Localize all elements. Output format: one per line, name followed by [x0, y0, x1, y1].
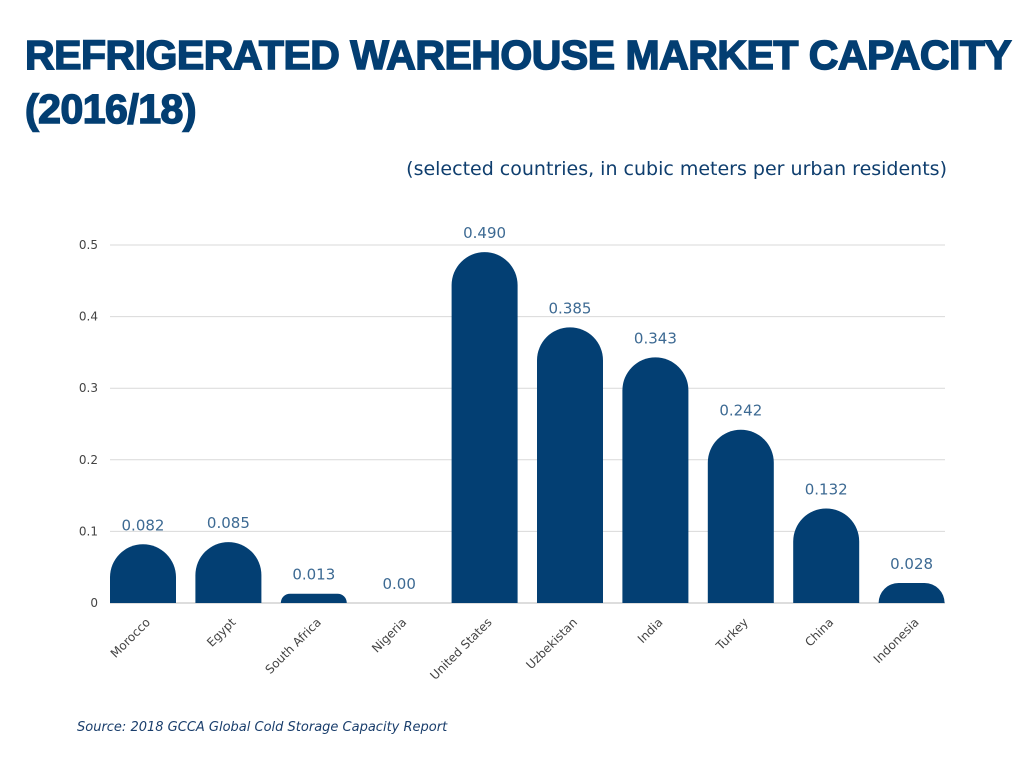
y-tick-label: 0.4 [79, 310, 98, 324]
data-label: 0.082 [122, 516, 165, 534]
x-tick-label: United States [427, 615, 494, 682]
bar-egypt [195, 542, 262, 603]
x-tick-label: Nigeria [369, 615, 409, 655]
data-label: 0.085 [207, 514, 250, 532]
chart-subtitle: (selected countries, in cubic meters per… [406, 158, 947, 180]
data-label: 0.490 [463, 224, 506, 242]
data-label: 0.385 [549, 299, 592, 317]
bar-turkey [707, 429, 774, 603]
bar-uzbekistan [537, 327, 603, 603]
source-note: Source: 2018 GCCA Global Cold Storage Ca… [77, 720, 448, 735]
x-tick-label: Uzbekistan [523, 615, 580, 672]
x-tick-label: Indonesia [871, 615, 922, 666]
data-label: 0.242 [719, 402, 762, 420]
bar-united-states [451, 252, 518, 603]
data-label: 0.00 [382, 575, 415, 593]
y-tick-label: 0.5 [79, 238, 98, 252]
bar-india [622, 357, 689, 603]
chart-title: REFRIGERATED WAREHOUSE MARKET CAPACITY (… [24, 31, 1012, 133]
y-tick-label: 0.2 [79, 453, 98, 467]
y-tick-label: 0.3 [79, 381, 98, 395]
data-label: 0.132 [805, 480, 848, 498]
y-tick-label: 0.1 [79, 524, 98, 538]
y-tick-label: 0 [90, 596, 98, 610]
x-tick-label: Egypt [204, 615, 239, 650]
x-tick-label: India [635, 615, 666, 646]
data-label: 0.013 [292, 566, 335, 584]
bar-morocco [110, 544, 176, 603]
x-tick-label: Turkey [713, 615, 751, 653]
data-label: 0.343 [634, 329, 677, 347]
bar-south-africa [280, 593, 347, 603]
x-tick-label: South Africa [262, 615, 323, 676]
bar-indonesia [878, 582, 945, 603]
x-tick-label: Morocco [108, 615, 153, 660]
data-label: 0.028 [890, 555, 933, 573]
x-tick-label: China [802, 615, 836, 649]
bar-china [793, 508, 860, 603]
